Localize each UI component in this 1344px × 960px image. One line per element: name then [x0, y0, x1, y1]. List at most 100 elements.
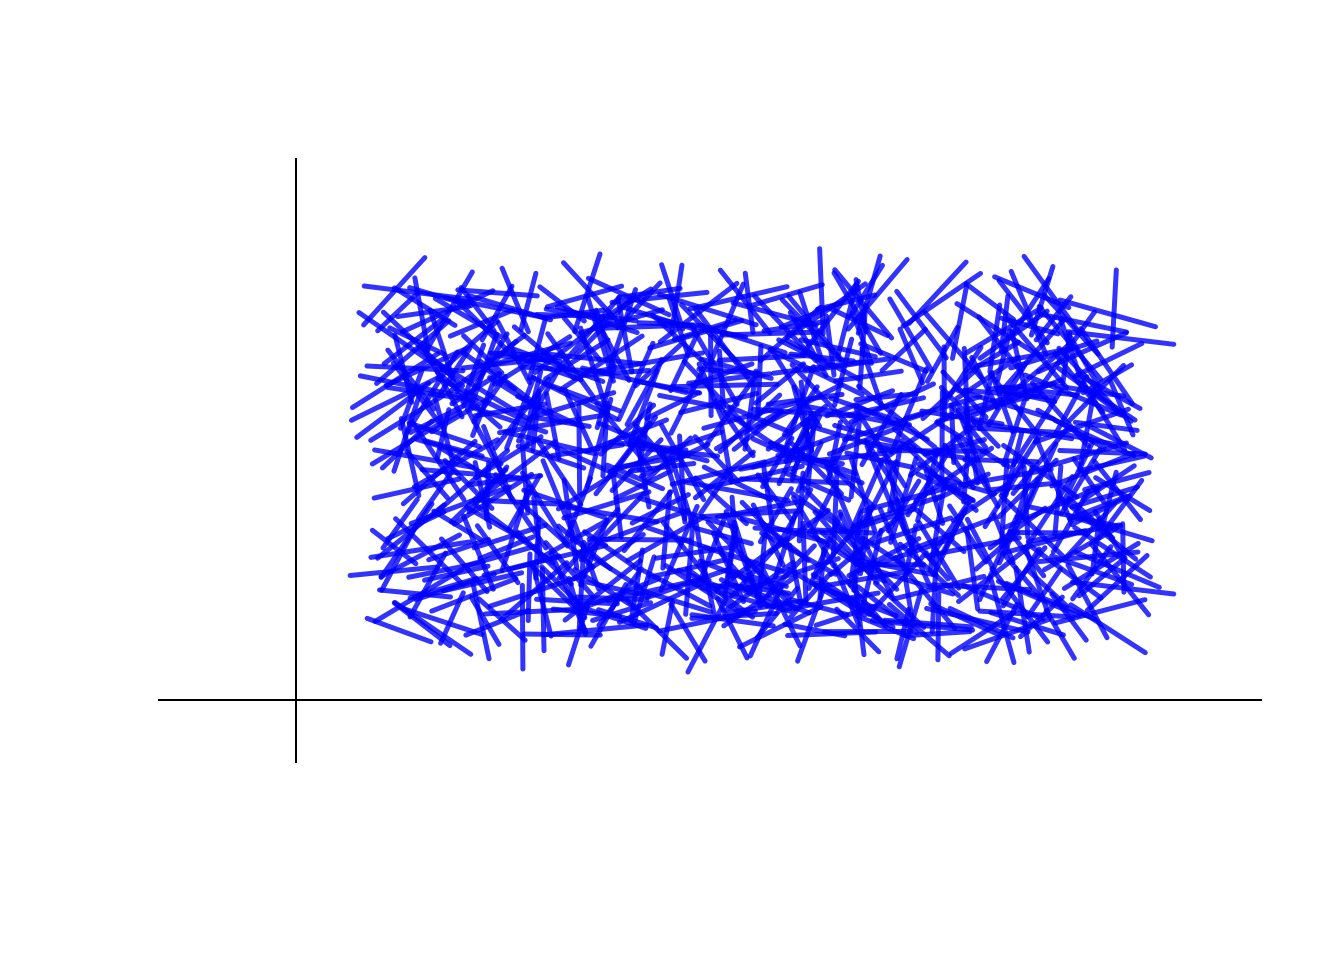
- line-segment: [681, 358, 748, 428]
- line-segment: [426, 536, 492, 563]
- line-segment: [576, 540, 587, 631]
- line-segment: [515, 443, 587, 471]
- line-segment: [491, 340, 574, 367]
- line-segment: [1077, 453, 1147, 474]
- line-segment: [973, 529, 1021, 572]
- line-segment: [596, 420, 663, 452]
- line-segment: [964, 526, 981, 612]
- line-segment: [1000, 546, 1042, 609]
- line-segment: [530, 375, 620, 422]
- line-segment: [1109, 267, 1119, 350]
- line-segment: [1009, 329, 1030, 402]
- line-segment: [431, 508, 485, 543]
- line-segment: [535, 437, 584, 508]
- line-segment: [998, 493, 1066, 559]
- line-segment: [738, 454, 809, 472]
- line-segment: [858, 459, 899, 533]
- line-segment: [392, 600, 474, 657]
- line-segment: [625, 514, 706, 563]
- line-segment: [407, 285, 474, 309]
- line-segment: [790, 413, 823, 476]
- line-segment: [714, 499, 803, 520]
- line-segment: [1007, 528, 1047, 579]
- line-segment: [806, 512, 844, 591]
- line-segment: [1010, 427, 1069, 496]
- line-segment: [609, 289, 710, 305]
- line-segment: [385, 347, 437, 412]
- line-segment: [716, 353, 807, 363]
- line-segment: [398, 416, 422, 499]
- line-segment: [855, 584, 920, 636]
- line-segment: [782, 621, 848, 639]
- line-segment: [1057, 297, 1158, 330]
- line-segment: [613, 468, 674, 501]
- line-segment: [466, 464, 510, 515]
- line-segment: [765, 543, 817, 598]
- line-segment: [1080, 362, 1135, 396]
- line-segment: [657, 392, 724, 410]
- line-segment: [826, 423, 906, 457]
- line-segment: [962, 456, 1040, 465]
- line-segment: [364, 363, 466, 374]
- line-segment: [1072, 341, 1145, 379]
- line-segment: [859, 483, 958, 514]
- line-segment: [696, 361, 725, 422]
- line-segment: [464, 504, 528, 543]
- line-segment: [477, 534, 536, 562]
- line-segment: [691, 327, 740, 407]
- line-segment: [851, 536, 865, 593]
- line-segment: [814, 450, 888, 463]
- line-segment: [357, 373, 463, 399]
- line-segment: [499, 560, 570, 622]
- line-segment: [429, 397, 490, 435]
- line-segment: [1033, 434, 1073, 523]
- line-segment: [733, 582, 812, 616]
- line-segment: [612, 452, 691, 471]
- line-segment: [377, 587, 453, 600]
- line-segment: [1036, 549, 1141, 565]
- line-segment: [1021, 253, 1082, 335]
- line-segment: [380, 496, 420, 551]
- line-segment: [717, 392, 783, 454]
- line-segment: [939, 506, 969, 557]
- line-segment: [529, 560, 554, 639]
- line-segment: [761, 319, 828, 334]
- line-segment: [815, 292, 878, 312]
- line-segment: [879, 326, 928, 374]
- line-segment: [1021, 464, 1031, 540]
- line-segment: [387, 325, 447, 357]
- line-segment: [811, 527, 876, 536]
- line-segment: [539, 564, 588, 613]
- line-segment: [854, 613, 917, 642]
- line-segment: [631, 554, 657, 626]
- line-segment: [929, 547, 940, 635]
- line-segment: [832, 267, 895, 341]
- line-segment: [555, 294, 622, 372]
- line-segment: [555, 470, 619, 512]
- line-segment: [721, 574, 798, 629]
- line-segment: [906, 259, 969, 326]
- line-segment: [434, 407, 452, 462]
- line-segment: [877, 411, 955, 464]
- line-segment: [499, 265, 531, 335]
- line-segment: [832, 413, 861, 465]
- line-segment: [824, 388, 896, 419]
- line-segment: [626, 356, 665, 448]
- line-segment: [746, 282, 825, 309]
- line-segment: [705, 463, 805, 490]
- line-segment: [595, 350, 706, 374]
- line-segment: [1065, 329, 1177, 347]
- line-segment: [368, 393, 446, 443]
- line-segment: [988, 610, 1066, 638]
- line-segment: [658, 503, 700, 593]
- line-segment: [872, 580, 927, 630]
- line-segment: [474, 523, 521, 586]
- line-segment: [669, 457, 696, 528]
- line-segment: [493, 472, 549, 551]
- line-segment: [935, 591, 942, 663]
- line-segment: [391, 285, 458, 328]
- line-segment: [466, 293, 554, 323]
- line-segment: [543, 540, 596, 599]
- line-segment: [571, 519, 601, 592]
- line-segment: [481, 553, 562, 578]
